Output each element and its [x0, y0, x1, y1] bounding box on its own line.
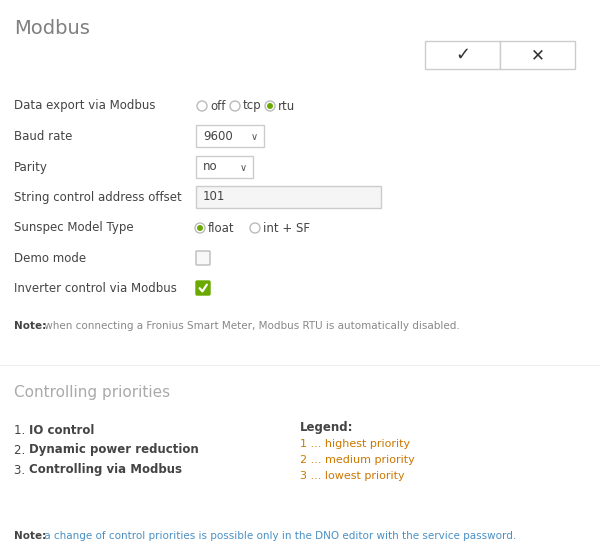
- Text: Note:: Note:: [14, 531, 46, 541]
- Text: 1 ... highest priority: 1 ... highest priority: [300, 439, 410, 449]
- Text: Data export via Modbus: Data export via Modbus: [14, 99, 155, 113]
- Text: 2 ... medium priority: 2 ... medium priority: [300, 455, 415, 465]
- Text: String control address offset: String control address offset: [14, 190, 182, 204]
- Text: Sunspec Model Type: Sunspec Model Type: [14, 222, 134, 234]
- Text: float: float: [208, 222, 235, 234]
- Text: Inverter control via Modbus: Inverter control via Modbus: [14, 281, 177, 295]
- Text: Legend:: Legend:: [300, 421, 353, 435]
- FancyBboxPatch shape: [196, 281, 210, 295]
- Text: ✕: ✕: [530, 46, 544, 64]
- FancyBboxPatch shape: [196, 251, 210, 265]
- Text: tcp: tcp: [243, 99, 262, 113]
- Text: 3 ... lowest priority: 3 ... lowest priority: [300, 471, 404, 481]
- Text: Note:: Note:: [14, 321, 46, 331]
- Text: a change of control priorities is possible only in the DNO editor with the servi: a change of control priorities is possib…: [41, 531, 516, 541]
- FancyBboxPatch shape: [425, 41, 500, 69]
- Text: Demo mode: Demo mode: [14, 252, 86, 264]
- Text: rtu: rtu: [278, 99, 295, 113]
- Text: ∨: ∨: [251, 132, 258, 142]
- Text: when connecting a Fronius Smart Meter, Modbus RTU is automatically disabled.: when connecting a Fronius Smart Meter, M…: [41, 321, 460, 331]
- Text: Parity: Parity: [14, 161, 48, 174]
- Text: 2.: 2.: [14, 444, 29, 456]
- Text: off: off: [210, 99, 226, 113]
- FancyBboxPatch shape: [196, 156, 253, 178]
- Circle shape: [197, 225, 203, 231]
- FancyBboxPatch shape: [196, 125, 264, 147]
- Text: ✓: ✓: [455, 46, 470, 64]
- Circle shape: [267, 103, 273, 109]
- Text: 1.: 1.: [14, 424, 29, 436]
- Text: 3.: 3.: [14, 464, 29, 477]
- Text: Baud rate: Baud rate: [14, 129, 73, 142]
- Text: int + SF: int + SF: [263, 222, 310, 234]
- FancyBboxPatch shape: [196, 186, 381, 208]
- Text: 101: 101: [203, 190, 226, 204]
- Text: Controlling priorities: Controlling priorities: [14, 386, 170, 401]
- Text: Controlling via Modbus: Controlling via Modbus: [29, 464, 182, 477]
- Text: no: no: [203, 161, 218, 174]
- Text: Modbus: Modbus: [14, 18, 90, 37]
- Text: IO control: IO control: [29, 424, 94, 436]
- Text: Dynamic power reduction: Dynamic power reduction: [29, 444, 199, 456]
- Text: 9600: 9600: [203, 129, 233, 142]
- FancyBboxPatch shape: [500, 41, 575, 69]
- Text: ∨: ∨: [240, 163, 247, 173]
